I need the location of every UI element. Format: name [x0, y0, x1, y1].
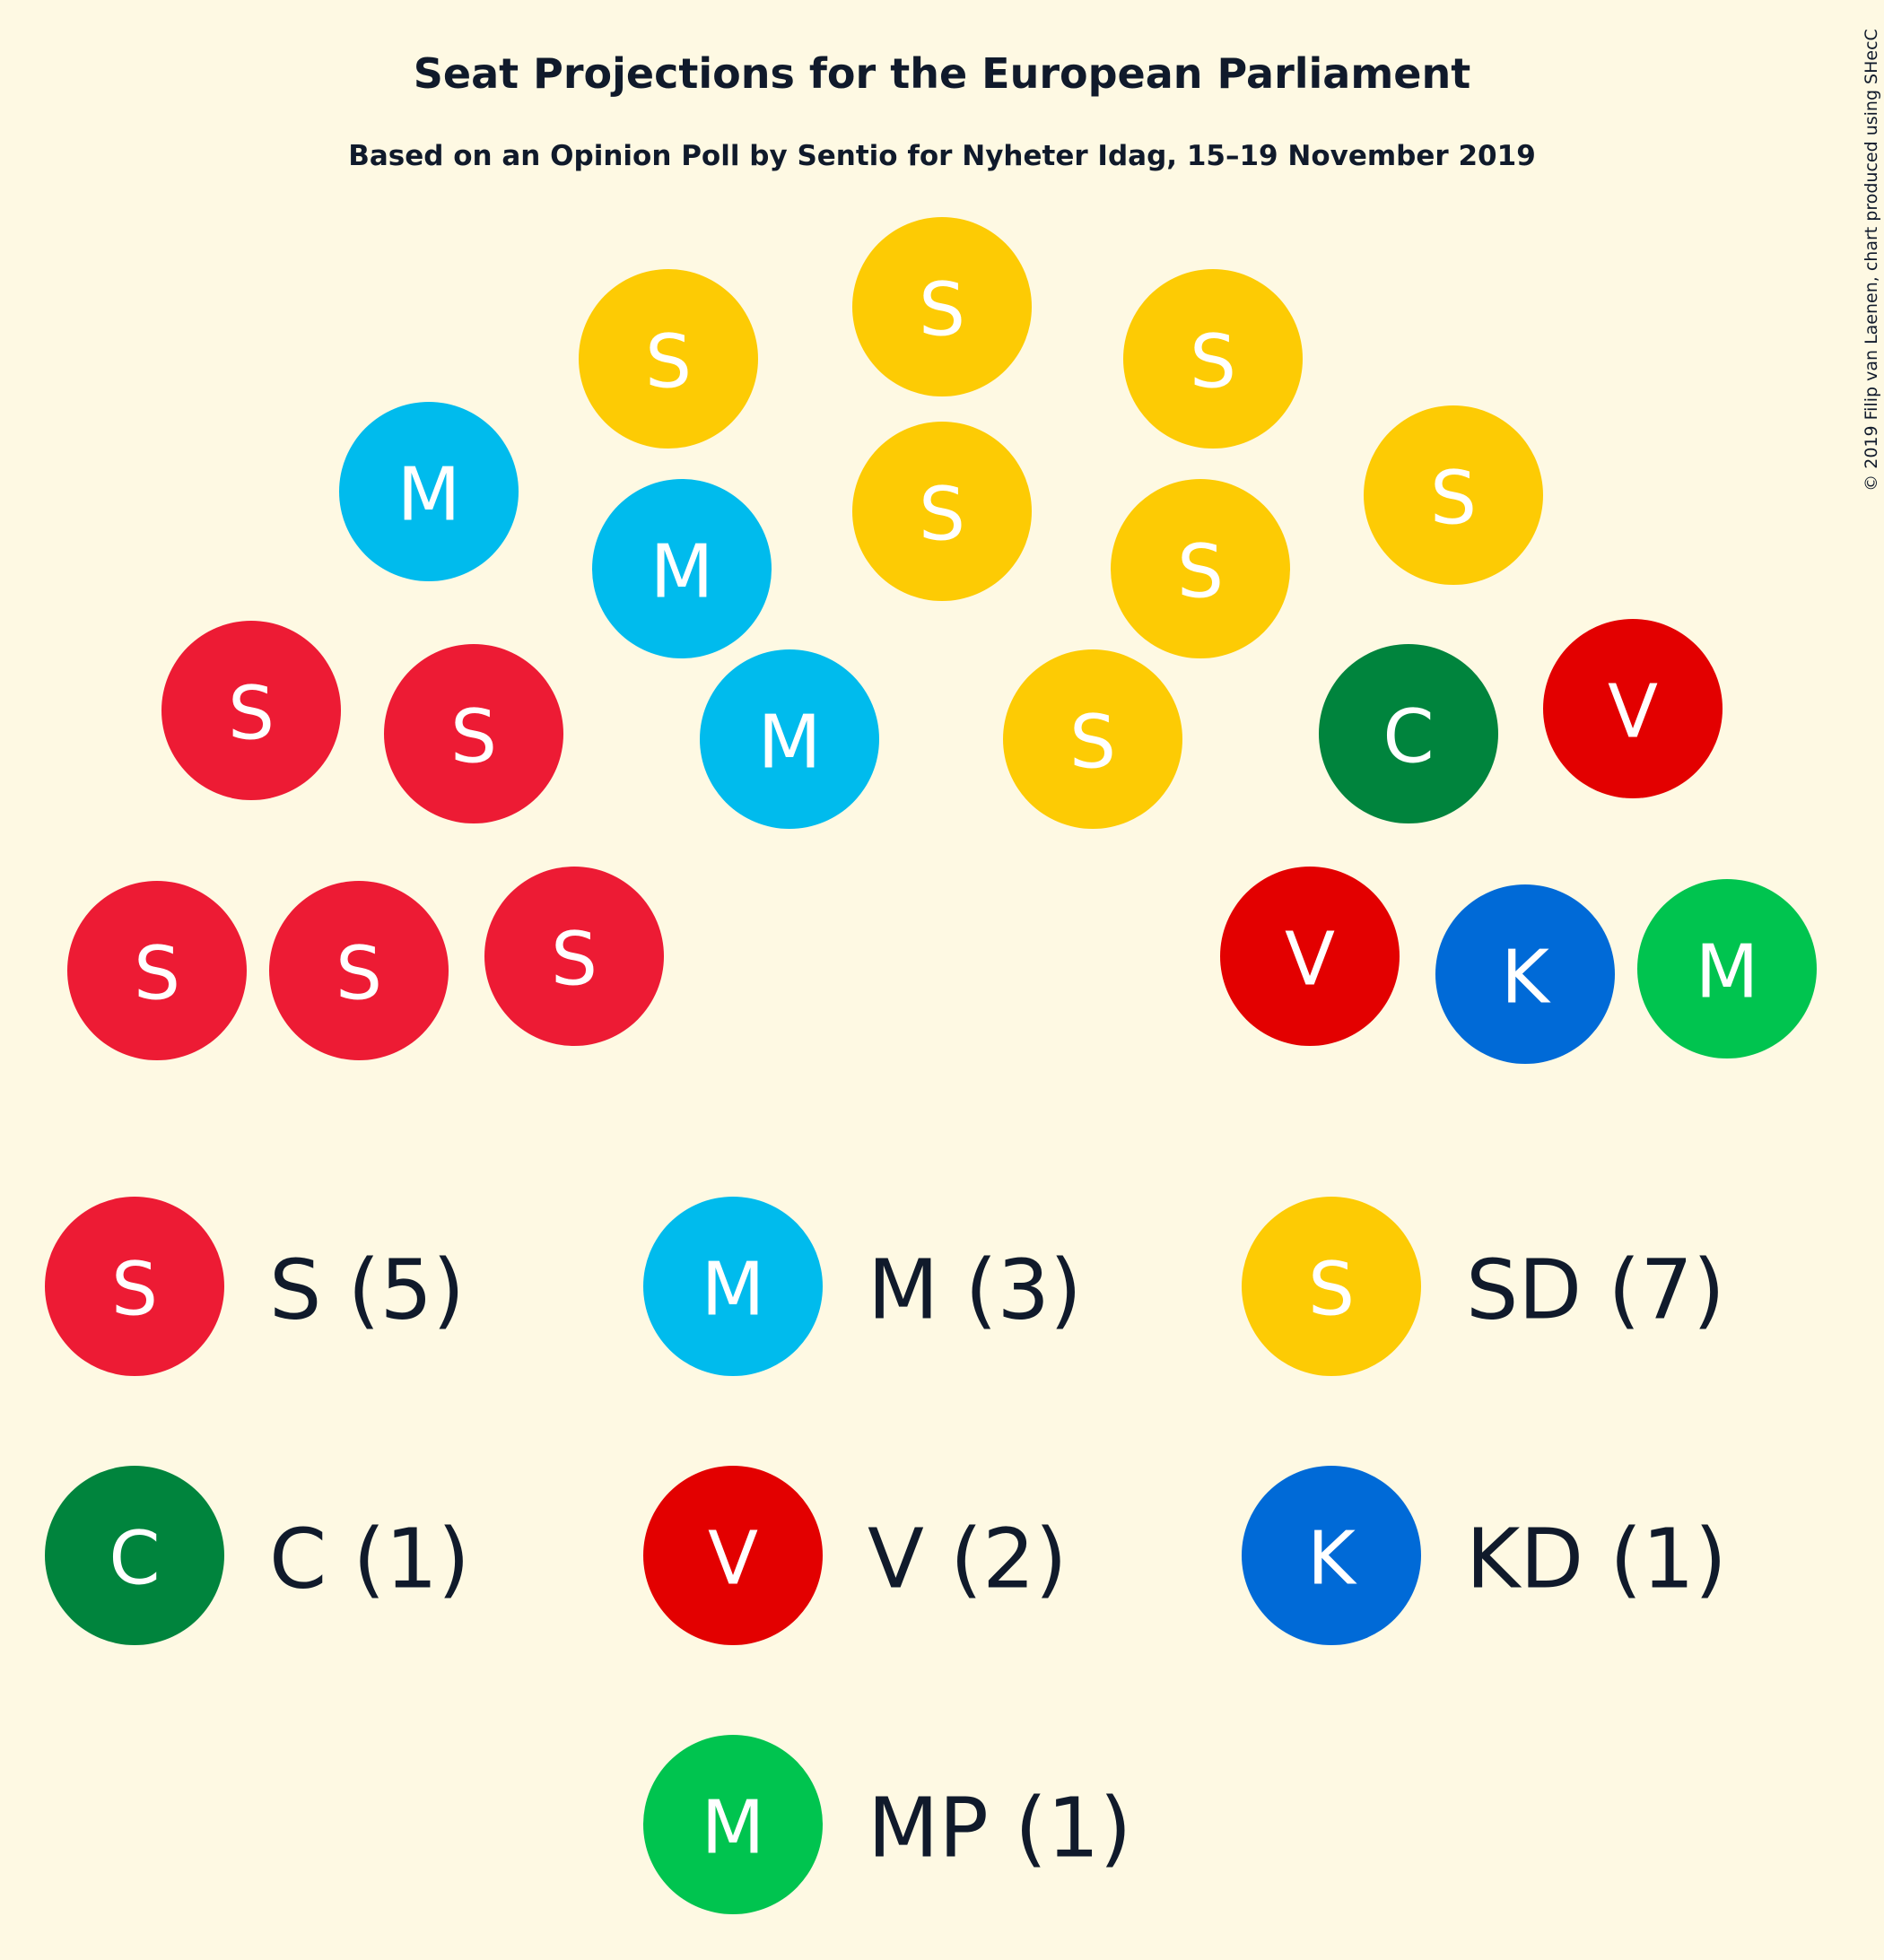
legend-swatch — [643, 1197, 823, 1376]
seat-letter: S — [450, 695, 497, 780]
copyright-note: © 2019 Filip van Laenen, chart produced … — [1862, 29, 1881, 492]
seat-sd: S — [852, 422, 1032, 601]
seat-v: V — [1220, 867, 1400, 1046]
seat-letter: S — [134, 932, 180, 1017]
seat-circle — [852, 217, 1032, 396]
legend-swatch — [1242, 1197, 1421, 1376]
seat-circle — [1364, 405, 1543, 585]
seat-letter: V — [1608, 670, 1658, 755]
legend-swatch — [643, 1735, 823, 1914]
chart-title: Seat Projections for the European Parlia… — [414, 49, 1470, 98]
legend-label: M (3) — [868, 1242, 1082, 1338]
seat-sd: S — [1123, 269, 1303, 449]
seat-s: S — [161, 621, 341, 800]
seat-s: S — [269, 881, 449, 1060]
legend-item-c: C C (1) — [45, 1466, 470, 1645]
legend-swatch-letter: S — [1308, 1248, 1355, 1333]
legend-swatch-letter: M — [702, 1248, 765, 1333]
seat-sd: S — [1364, 405, 1543, 585]
seat-sd: S — [852, 217, 1032, 396]
seat-letter: S — [919, 268, 965, 353]
seat-circle — [1123, 269, 1303, 449]
legend-item-mp: M MP (1) — [643, 1735, 1131, 1914]
legend-label: MP (1) — [868, 1781, 1131, 1877]
seat-letter: M — [397, 453, 461, 538]
seat-circle — [339, 402, 519, 581]
legend-label: KD (1) — [1466, 1511, 1727, 1607]
seat-letter: K — [1501, 936, 1551, 1021]
seat-letter: M — [1696, 930, 1759, 1015]
legend-label: V (2) — [868, 1511, 1068, 1607]
legend-item-s: S S (5) — [45, 1197, 465, 1376]
seat-letter: S — [228, 672, 275, 757]
seat-letter: M — [758, 701, 822, 786]
seat-circle — [592, 479, 772, 658]
seat-group: S S S S S M M M S S S S S S S C V V K M — [67, 217, 1817, 1064]
seat-circle — [67, 881, 247, 1060]
seat-mp: M — [1637, 879, 1817, 1058]
seat-circle — [1435, 884, 1615, 1064]
seat-letter: S — [645, 320, 692, 405]
seat-circle — [484, 867, 664, 1046]
seat-letter: S — [919, 473, 965, 558]
seat-sd: S — [1111, 479, 1290, 658]
seat-circle — [1220, 867, 1400, 1046]
seat-circle — [384, 644, 563, 823]
seat-letter: S — [336, 932, 382, 1017]
seat-letter: S — [1430, 457, 1477, 542]
legend-label: S (5) — [269, 1242, 465, 1338]
seat-s: S — [384, 644, 563, 823]
seat-circle — [1637, 879, 1817, 1058]
chart-subtitle: Based on an Opinion Poll by Sentio for N… — [348, 140, 1536, 172]
legend-label: C (1) — [269, 1511, 470, 1607]
legend-swatch — [45, 1466, 224, 1645]
seat-letter: S — [1069, 701, 1116, 786]
seat-s: S — [484, 867, 664, 1046]
seat-kd: K — [1435, 884, 1615, 1064]
seat-circle — [579, 269, 758, 449]
legend-swatch — [1242, 1466, 1421, 1645]
legend-swatch-letter: S — [111, 1248, 158, 1333]
legend-swatch-letter: K — [1307, 1517, 1357, 1602]
seat-letter: S — [551, 918, 597, 1003]
seat-m: M — [592, 479, 772, 658]
legend-swatch — [45, 1197, 224, 1376]
legend-item-m: M M (3) — [643, 1197, 1082, 1376]
seat-circle — [269, 881, 449, 1060]
seat-sd: S — [1003, 649, 1182, 829]
seat-circle — [1319, 644, 1498, 823]
seat-letter: S — [1190, 320, 1236, 405]
seat-circle — [1003, 649, 1182, 829]
seat-letter: S — [1177, 530, 1224, 615]
legend-swatch-letter: C — [109, 1517, 160, 1602]
seat-letter: V — [1285, 918, 1335, 1003]
seat-s: S — [67, 881, 247, 1060]
seat-m: M — [339, 402, 519, 581]
seat-letter: C — [1382, 695, 1434, 780]
seat-v: V — [1543, 619, 1723, 798]
legend-item-kd: K KD (1) — [1242, 1466, 1727, 1645]
legend-swatch-letter: V — [708, 1517, 758, 1602]
legend-swatch-letter: M — [702, 1786, 765, 1871]
legend-label: SD (7) — [1466, 1242, 1725, 1338]
seat-c: C — [1319, 644, 1498, 823]
legend-item-v: V V (2) — [643, 1466, 1068, 1645]
seat-circle — [852, 422, 1032, 601]
seat-sd: S — [579, 269, 758, 449]
seat-circle — [700, 649, 879, 829]
seat-circle — [161, 621, 341, 800]
legend-item-sd: S SD (7) — [1242, 1197, 1725, 1376]
seat-circle — [1543, 619, 1723, 798]
seat-circle — [1111, 479, 1290, 658]
seat-letter: M — [650, 530, 714, 615]
legend-swatch — [643, 1466, 823, 1645]
seat-m: M — [700, 649, 879, 829]
